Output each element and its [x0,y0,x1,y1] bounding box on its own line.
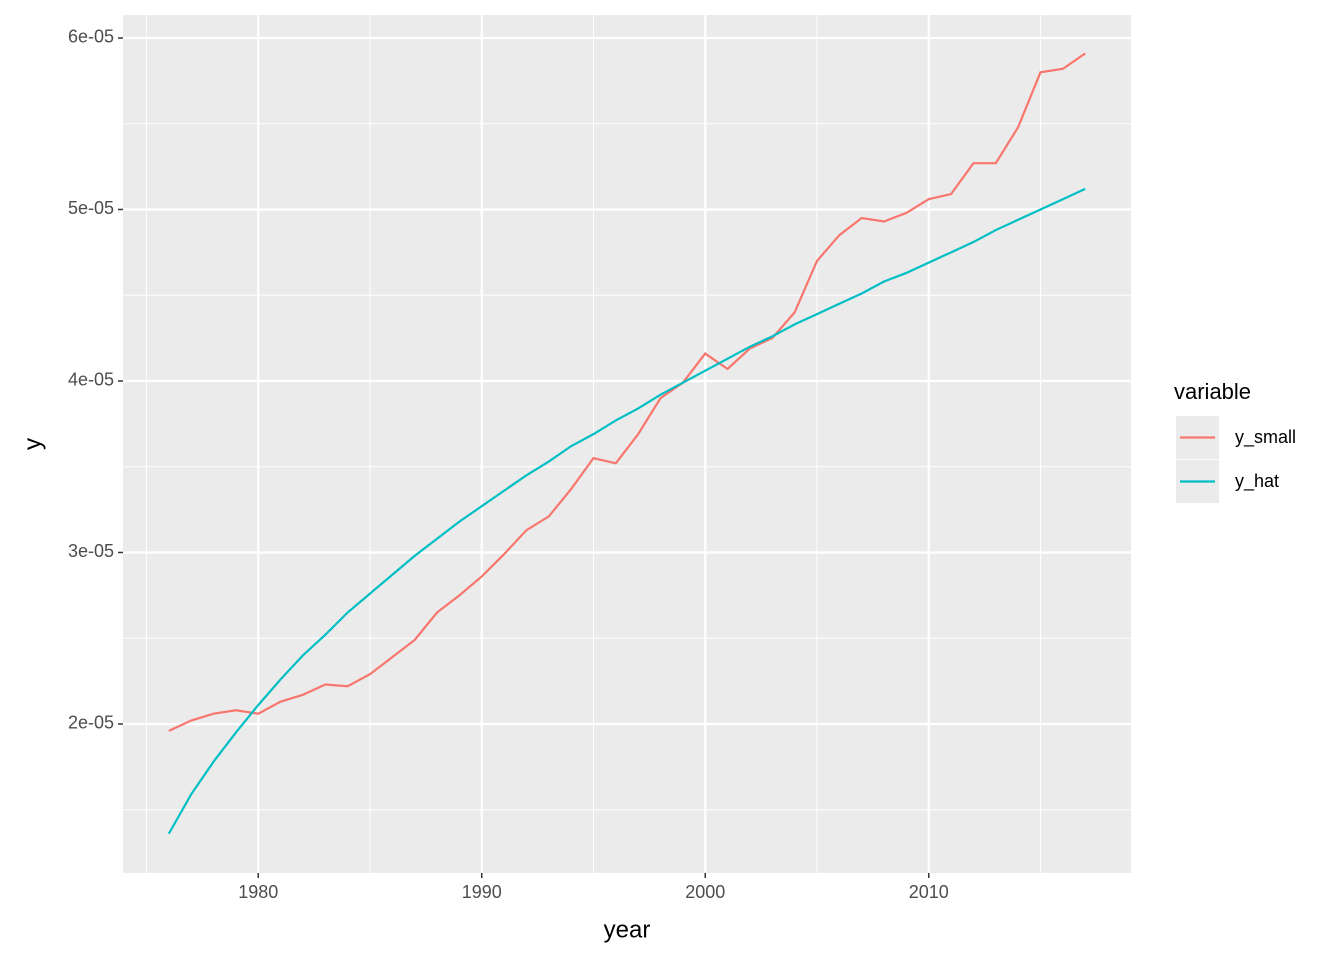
x-tick-label: 2000 [685,882,725,902]
x-tick-label: 2010 [909,882,949,902]
legend-title: variable [1174,379,1251,404]
x-axis-title: year [604,916,651,943]
legend-label: y_hat [1235,471,1279,492]
panel [123,15,1131,873]
x-tick-label: 1980 [238,882,278,902]
legend-label: y_small [1235,427,1296,448]
y-axis-title: y [19,438,46,450]
y-tick-label: 5e-05 [68,198,114,218]
y-tick-label: 3e-05 [68,541,114,561]
x-tick-label: 1990 [462,882,502,902]
y-tick-label: 6e-05 [68,27,114,47]
y-tick-label: 4e-05 [68,370,114,390]
line-series [167,187,1086,835]
line-series [168,52,1086,732]
y-tick-label: 2e-05 [68,713,114,733]
